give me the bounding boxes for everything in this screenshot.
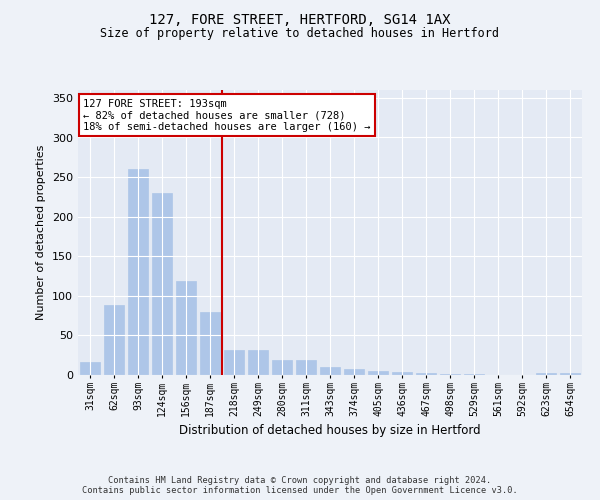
Bar [176, 281, 196, 375]
Bar [440, 374, 460, 375]
Bar [248, 350, 268, 375]
Text: 127, FORE STREET, HERTFORD, SG14 1AX: 127, FORE STREET, HERTFORD, SG14 1AX [149, 12, 451, 26]
Text: Contains HM Land Registry data © Crown copyright and database right 2024.
Contai: Contains HM Land Registry data © Crown c… [82, 476, 518, 495]
Y-axis label: Number of detached properties: Number of detached properties [37, 145, 46, 320]
Bar [392, 372, 412, 375]
Bar [320, 367, 340, 375]
Bar [464, 374, 484, 375]
Bar [128, 169, 148, 375]
Bar [560, 372, 580, 375]
Text: Size of property relative to detached houses in Hertford: Size of property relative to detached ho… [101, 28, 499, 40]
Bar [80, 362, 100, 375]
Bar [272, 360, 292, 375]
Bar [416, 374, 436, 375]
Bar [296, 360, 316, 375]
Bar [368, 371, 388, 375]
Text: 127 FORE STREET: 193sqm
← 82% of detached houses are smaller (728)
18% of semi-d: 127 FORE STREET: 193sqm ← 82% of detache… [83, 98, 371, 132]
Bar [536, 372, 556, 375]
Bar [200, 312, 220, 375]
Bar [152, 193, 172, 375]
Bar [104, 306, 124, 375]
Bar [224, 350, 244, 375]
X-axis label: Distribution of detached houses by size in Hertford: Distribution of detached houses by size … [179, 424, 481, 437]
Bar [344, 368, 364, 375]
